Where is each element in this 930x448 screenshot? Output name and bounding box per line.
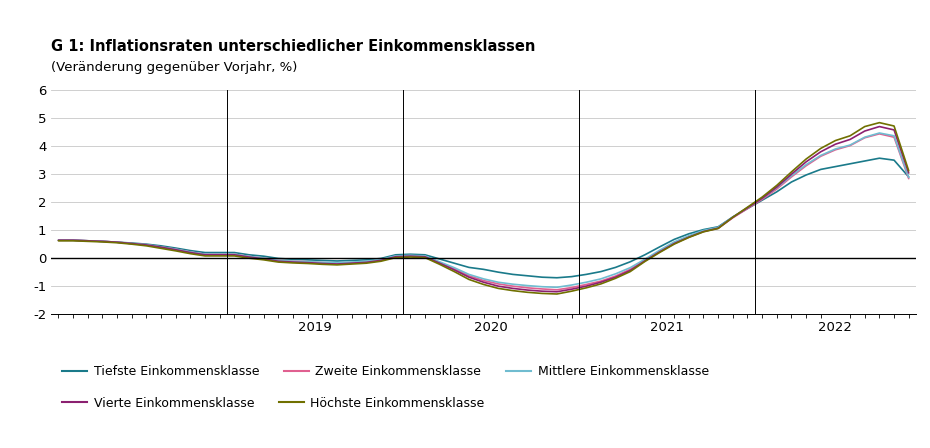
Legend: Vierte Einkommensklasse, Höchste Einkommensklasse: Vierte Einkommensklasse, Höchste Einkomm… xyxy=(58,392,490,414)
Line: Höchste Einkommensklasse: Höchste Einkommensklasse xyxy=(59,123,909,294)
Mittlere Einkommensklasse xyxy=(272,258,284,263)
Tiefste Einkommensklasse xyxy=(551,275,563,280)
Text: G 1: Inflationsraten unterschiedlicher Einkommensklassen: G 1: Inflationsraten unterschiedlicher E… xyxy=(51,39,536,54)
Mittlere Einkommensklasse xyxy=(684,233,695,238)
Zweite Einkommensklasse xyxy=(874,131,885,137)
Mittlere Einkommensklasse xyxy=(53,237,64,243)
Höchste Einkommensklasse xyxy=(140,243,152,249)
Höchste Einkommensklasse xyxy=(684,235,695,240)
Tiefste Einkommensklasse xyxy=(272,256,284,261)
Tiefste Einkommensklasse xyxy=(82,238,93,243)
Vierte Einkommensklasse xyxy=(272,258,284,264)
Mittlere Einkommensklasse xyxy=(551,284,563,290)
Höchste Einkommensklasse xyxy=(903,168,914,173)
Text: (Veränderung gegenüber Vorjahr, %): (Veränderung gegenüber Vorjahr, %) xyxy=(51,61,298,74)
Tiefste Einkommensklasse xyxy=(185,248,196,253)
Höchste Einkommensklasse xyxy=(493,286,504,291)
Mittlere Einkommensklasse xyxy=(493,280,504,285)
Vierte Einkommensklasse xyxy=(140,242,152,248)
Tiefste Einkommensklasse xyxy=(53,237,64,243)
Höchste Einkommensklasse xyxy=(53,238,64,243)
Vierte Einkommensklasse xyxy=(493,284,504,289)
Tiefste Einkommensklasse xyxy=(684,231,695,237)
Mittlere Einkommensklasse xyxy=(140,242,152,247)
Mittlere Einkommensklasse xyxy=(903,175,914,180)
Höchste Einkommensklasse xyxy=(874,120,885,125)
Vierte Einkommensklasse xyxy=(903,170,914,176)
Mittlere Einkommensklasse xyxy=(185,249,196,254)
Tiefste Einkommensklasse xyxy=(874,155,885,161)
Zweite Einkommensklasse xyxy=(272,258,284,263)
Zweite Einkommensklasse xyxy=(185,249,196,254)
Mittlere Einkommensklasse xyxy=(82,238,93,243)
Höchste Einkommensklasse xyxy=(551,291,563,297)
Zweite Einkommensklasse xyxy=(53,237,64,243)
Line: Zweite Einkommensklasse: Zweite Einkommensklasse xyxy=(59,134,909,290)
Vierte Einkommensklasse xyxy=(551,289,563,294)
Zweite Einkommensklasse xyxy=(551,287,563,293)
Tiefste Einkommensklasse xyxy=(140,241,152,247)
Line: Mittlere Einkommensklasse: Mittlere Einkommensklasse xyxy=(59,133,909,287)
Zweite Einkommensklasse xyxy=(903,176,914,181)
Vierte Einkommensklasse xyxy=(874,124,885,129)
Zweite Einkommensklasse xyxy=(82,238,93,243)
Zweite Einkommensklasse xyxy=(493,281,504,287)
Line: Tiefste Einkommensklasse: Tiefste Einkommensklasse xyxy=(59,158,909,278)
Höchste Einkommensklasse xyxy=(82,239,93,244)
Vierte Einkommensklasse xyxy=(684,234,695,240)
Vierte Einkommensklasse xyxy=(53,237,64,243)
Vierte Einkommensklasse xyxy=(185,250,196,255)
Zweite Einkommensklasse xyxy=(140,242,152,247)
Tiefste Einkommensklasse xyxy=(493,269,504,275)
Höchste Einkommensklasse xyxy=(185,251,196,256)
Vierte Einkommensklasse xyxy=(82,238,93,243)
Höchste Einkommensklasse xyxy=(272,259,284,265)
Line: Vierte Einkommensklasse: Vierte Einkommensklasse xyxy=(59,126,909,292)
Tiefste Einkommensklasse xyxy=(903,174,914,180)
Zweite Einkommensklasse xyxy=(684,234,695,239)
Mittlere Einkommensklasse xyxy=(874,130,885,136)
